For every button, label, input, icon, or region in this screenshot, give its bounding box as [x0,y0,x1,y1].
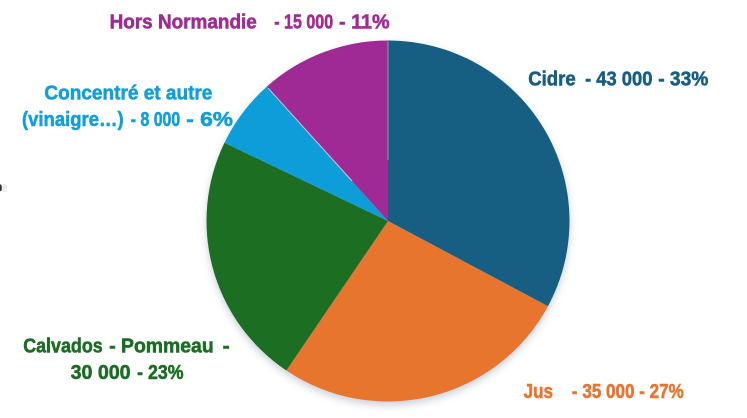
svg-text:30 000: 30 000 [71,362,131,384]
svg-text:Hors Normandie: Hors Normandie [110,12,257,34]
svg-text:- 8 000: - 8 000 [131,109,180,131]
svg-text:- 23%: - 23% [137,362,184,384]
svg-text:Calvados: Calvados [23,335,103,357]
svg-text:- 43 000: - 43 000 [585,69,652,91]
svg-text:- 15 000: - 15 000 [274,12,333,34]
svg-text:-: - [223,335,230,357]
svg-text:Cidre: Cidre [528,69,576,91]
svg-text:Jus - 35 000 - 27%: Jus - 35 000 - 27% [524,381,684,403]
svg-text:- Pommeau: - Pommeau [109,335,214,357]
svg-text:(vinaigre…): (vinaigre…) [22,109,124,131]
svg-text:Concentré et autre: Concentré et autre [44,82,212,104]
svg-text:- 6%: - 6% [186,109,233,131]
svg-text:- 33%: - 33% [658,69,708,91]
svg-text:- 11%: - 11% [339,12,390,34]
